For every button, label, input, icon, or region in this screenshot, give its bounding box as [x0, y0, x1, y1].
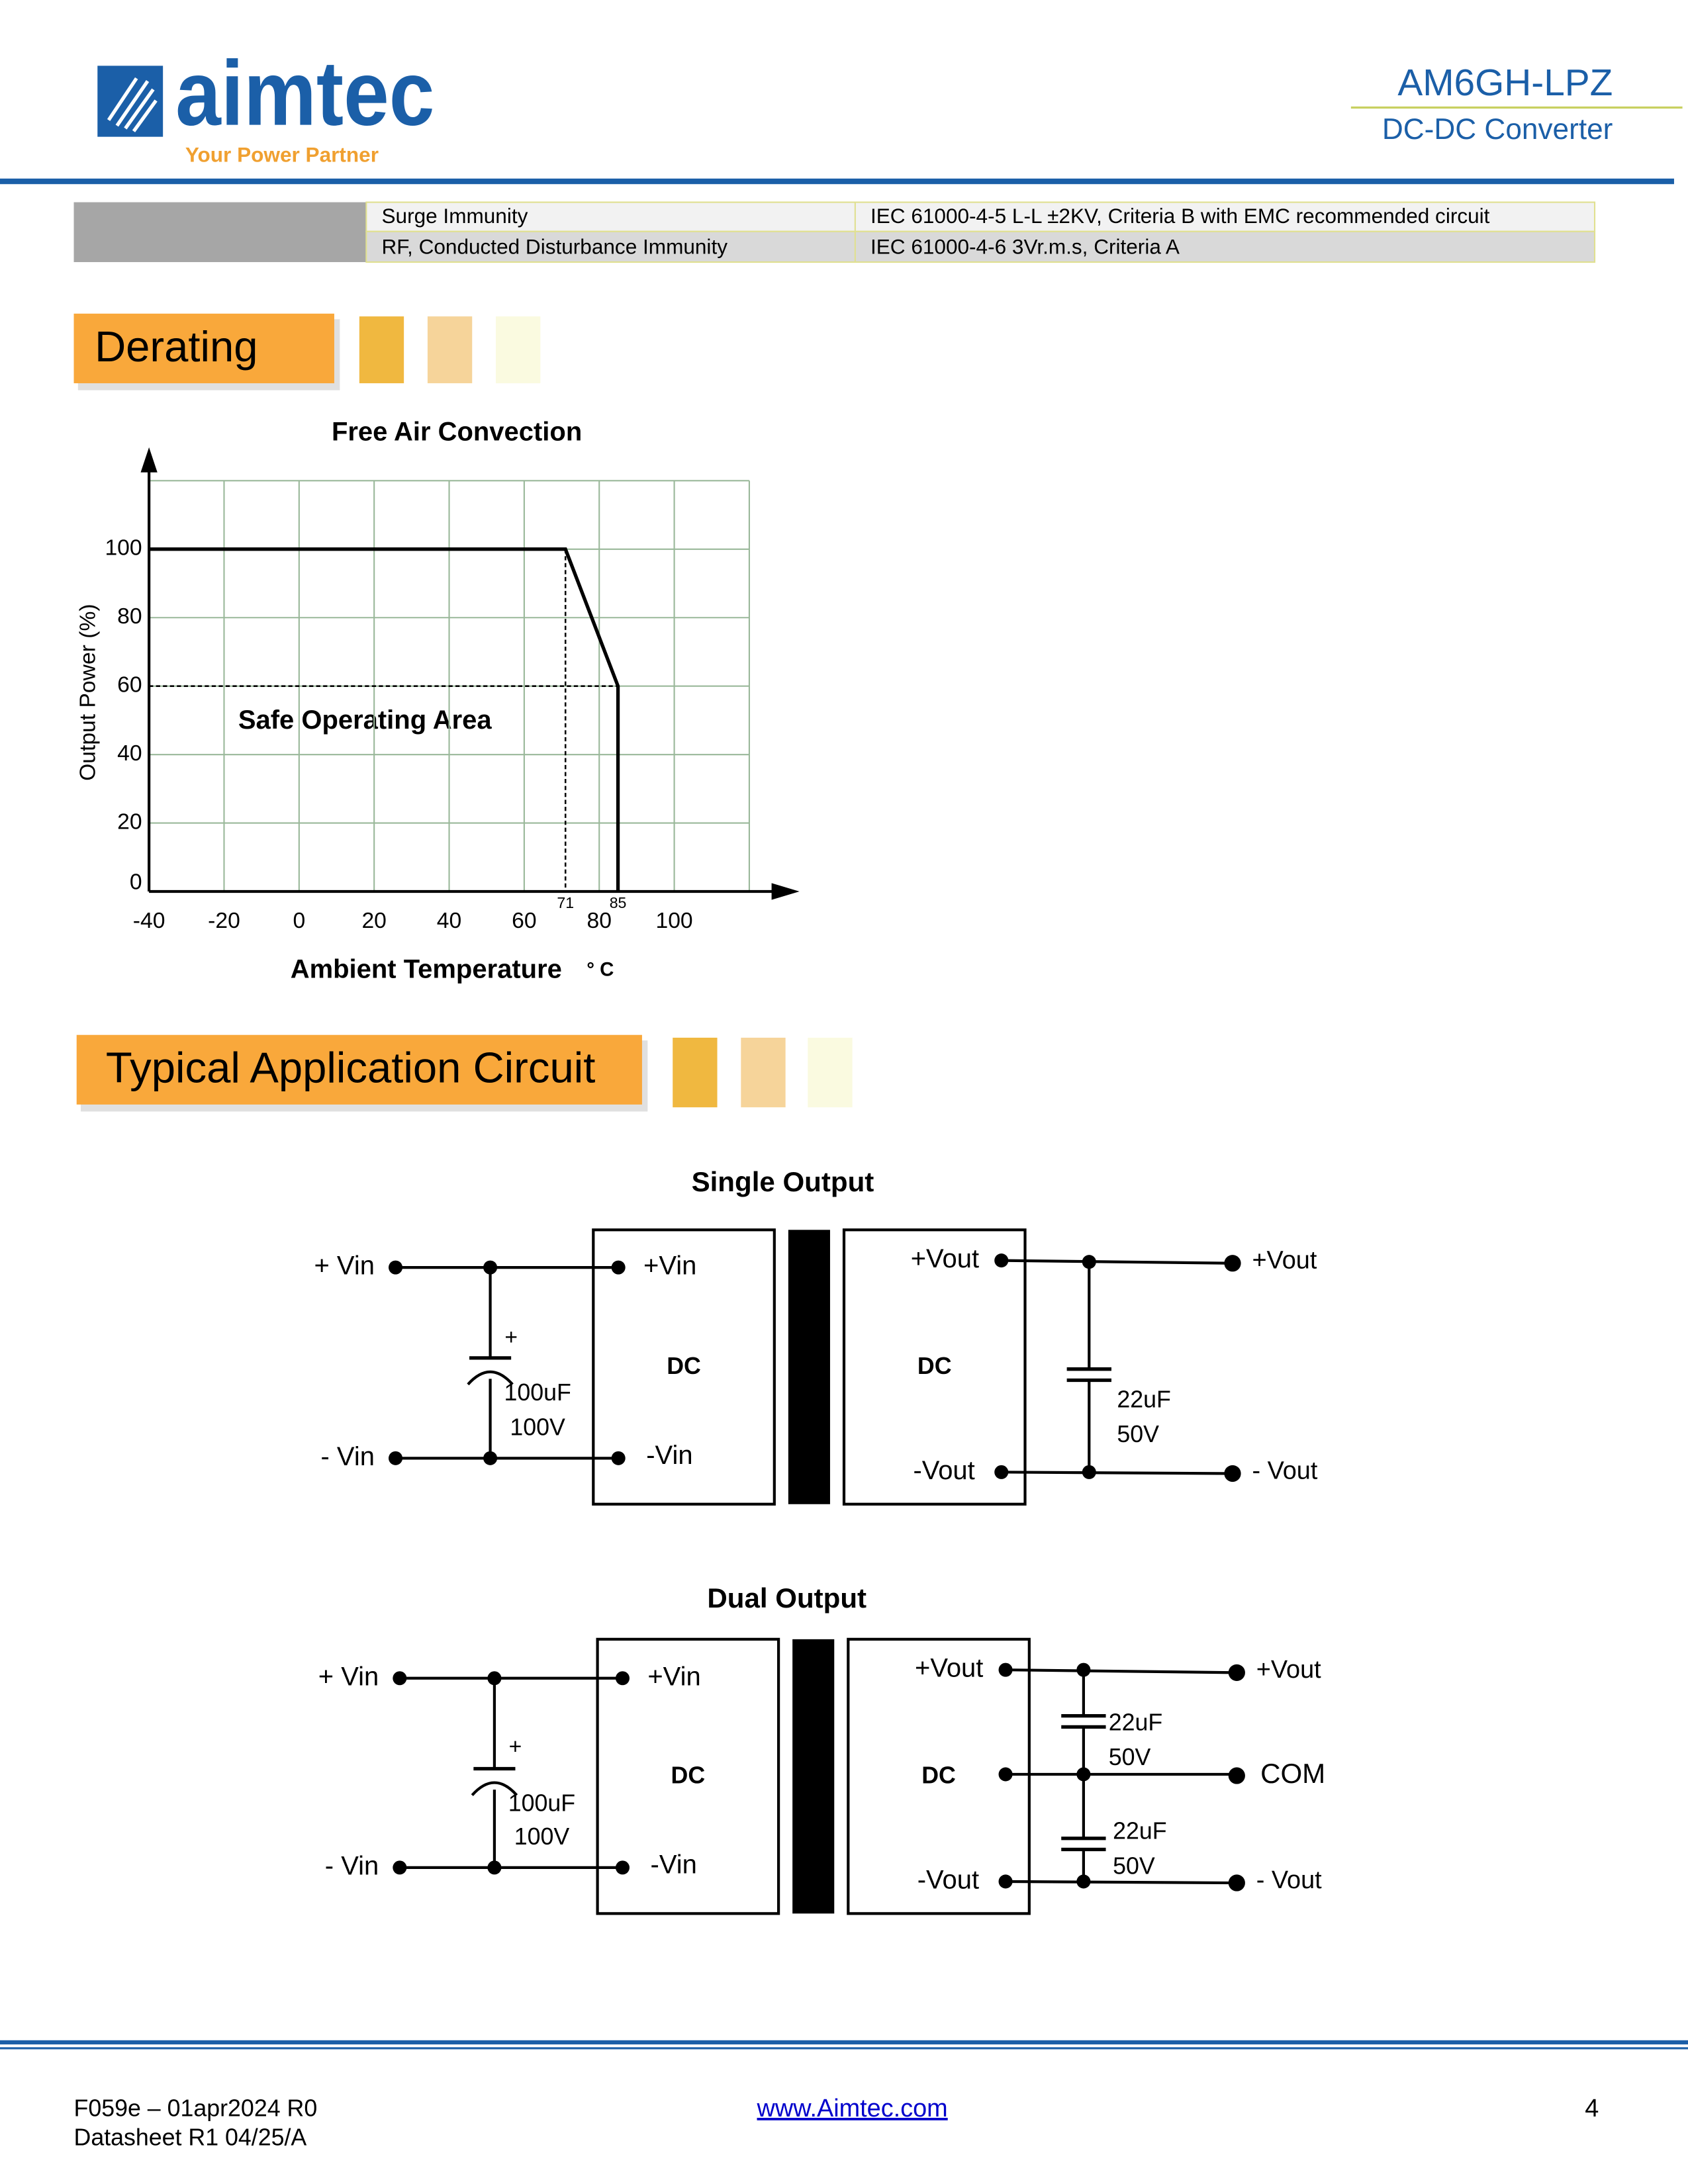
pin-label: COM: [1260, 1758, 1325, 1789]
x-tick-label: -20: [208, 909, 240, 933]
x-tick-label: 80: [587, 909, 612, 933]
pin-label: +Vout: [1256, 1656, 1321, 1684]
pin-label: - Vin: [320, 1442, 374, 1471]
cap-voltage: 50V: [1117, 1421, 1159, 1447]
y-axis-arrow: [140, 447, 158, 473]
pin-label: +Vout: [915, 1654, 983, 1683]
logo: aimtec Your Power Partner: [97, 42, 434, 166]
x-axis-arrow: [771, 883, 800, 900]
section-heading: Derating: [73, 313, 541, 390]
footer-bar: [0, 2040, 1688, 2045]
pin-label: -Vin: [646, 1441, 692, 1470]
x-axis-unit: ° C: [586, 959, 614, 981]
x-tick-label: 0: [293, 909, 305, 933]
x-tick-label: 60: [512, 909, 536, 933]
chart-title: Free Air Convection: [332, 417, 582, 446]
cap-voltage: 100V: [514, 1823, 570, 1850]
spec-table: Surge Immunity IEC 61000-4-5 L-L ±2KV, C…: [73, 201, 1596, 263]
circuit-single: Single Output + Vin - Vin + 100uF 100V +…: [314, 1166, 1318, 1506]
table-cell: IEC 61000-4-5 L-L ±2KV, Criteria B with …: [870, 204, 1490, 228]
circuit-title: Single Output: [692, 1166, 874, 1197]
cap-value: 100uF: [508, 1790, 575, 1817]
y-axis-label: Output Power (%): [76, 604, 101, 780]
x-marker-label: 71: [557, 894, 574, 911]
x-axis-label: Ambient Temperature: [291, 955, 562, 984]
cap-value: 22uF: [1117, 1387, 1171, 1413]
pin-label: - Vout: [1256, 1866, 1322, 1894]
pin-label: - Vin: [325, 1851, 379, 1880]
pin-label: +Vout: [911, 1244, 979, 1273]
x-tick-label: 20: [361, 909, 386, 933]
pin-label: + Vin: [314, 1251, 374, 1281]
page-number: 4: [1585, 2095, 1599, 2122]
cap-voltage: 50V: [1109, 1744, 1151, 1770]
product-name: AM6GH-LPZ: [1397, 62, 1613, 104]
pin-label: +Vout: [1252, 1247, 1317, 1275]
logo-text: aimtec: [175, 42, 434, 145]
y-tick-label: 60: [117, 673, 142, 698]
circuit-dual: Dual Output + Vin - Vin + 100uF 100V +Vi…: [318, 1582, 1325, 1915]
table-cell: IEC 61000-4-6 3Vr.m.s, Criteria A: [870, 234, 1180, 258]
derating-line: [149, 547, 620, 892]
section-heading: Typical Application Circuit: [76, 1034, 853, 1112]
block-label: DC: [667, 1353, 701, 1379]
section-title: Typical Application Circuit: [106, 1044, 595, 1092]
block-label: DC: [671, 1762, 706, 1789]
cap-polarity: +: [509, 1735, 522, 1759]
cap-value: 22uF: [1113, 1818, 1167, 1844]
footer-datasheet: Datasheet R1 04/25/A: [74, 2124, 307, 2151]
x-tick-label: -40: [133, 909, 165, 933]
chart-annotation: Safe Operating Area: [238, 705, 492, 735]
block-label: DC: [921, 1762, 956, 1789]
table-cell: Surge Immunity: [381, 204, 528, 228]
y-tick-label: 100: [105, 536, 142, 561]
x-marker-label: 85: [610, 894, 627, 911]
y-tick-label: 80: [117, 604, 142, 629]
pin-label: + Vin: [318, 1662, 379, 1691]
table-cell: RF, Conducted Disturbance Immunity: [381, 234, 727, 258]
section-title: Derating: [95, 322, 258, 371]
circuit-title: Dual Output: [707, 1582, 867, 1614]
product-subtitle: DC-DC Converter: [1382, 113, 1613, 146]
pin-label: +Vin: [643, 1251, 696, 1281]
cap-voltage: 100V: [510, 1414, 565, 1441]
footer-bar: [0, 2047, 1688, 2050]
pin-label: -Vin: [651, 1850, 697, 1879]
header-bar: [0, 178, 1674, 185]
block-label: DC: [917, 1353, 952, 1379]
pin-label: +Vin: [647, 1662, 700, 1691]
y-tick-label: 20: [117, 809, 142, 834]
derating-chart: Free Air Convection Output Power (%) Amb…: [76, 417, 800, 984]
pin-label: - Vout: [1252, 1457, 1317, 1484]
footer-link[interactable]: www.Aimtec.com: [757, 2095, 948, 2122]
pin-label: -Vout: [913, 1456, 974, 1485]
y-tick-label: 40: [117, 741, 142, 766]
tagline: Your Power Partner: [185, 142, 379, 166]
x-tick-label: 40: [437, 909, 461, 933]
footer-form: F059e – 01apr2024 R0: [74, 2095, 318, 2121]
y-tick-label: 0: [130, 870, 142, 894]
cap-value: 22uF: [1109, 1709, 1163, 1736]
cap-value: 100uF: [504, 1379, 571, 1406]
cap-polarity: +: [504, 1325, 518, 1349]
pin-label: -Vout: [917, 1866, 979, 1895]
x-tick-label: 100: [656, 909, 693, 933]
cap-voltage: 50V: [1113, 1852, 1155, 1879]
